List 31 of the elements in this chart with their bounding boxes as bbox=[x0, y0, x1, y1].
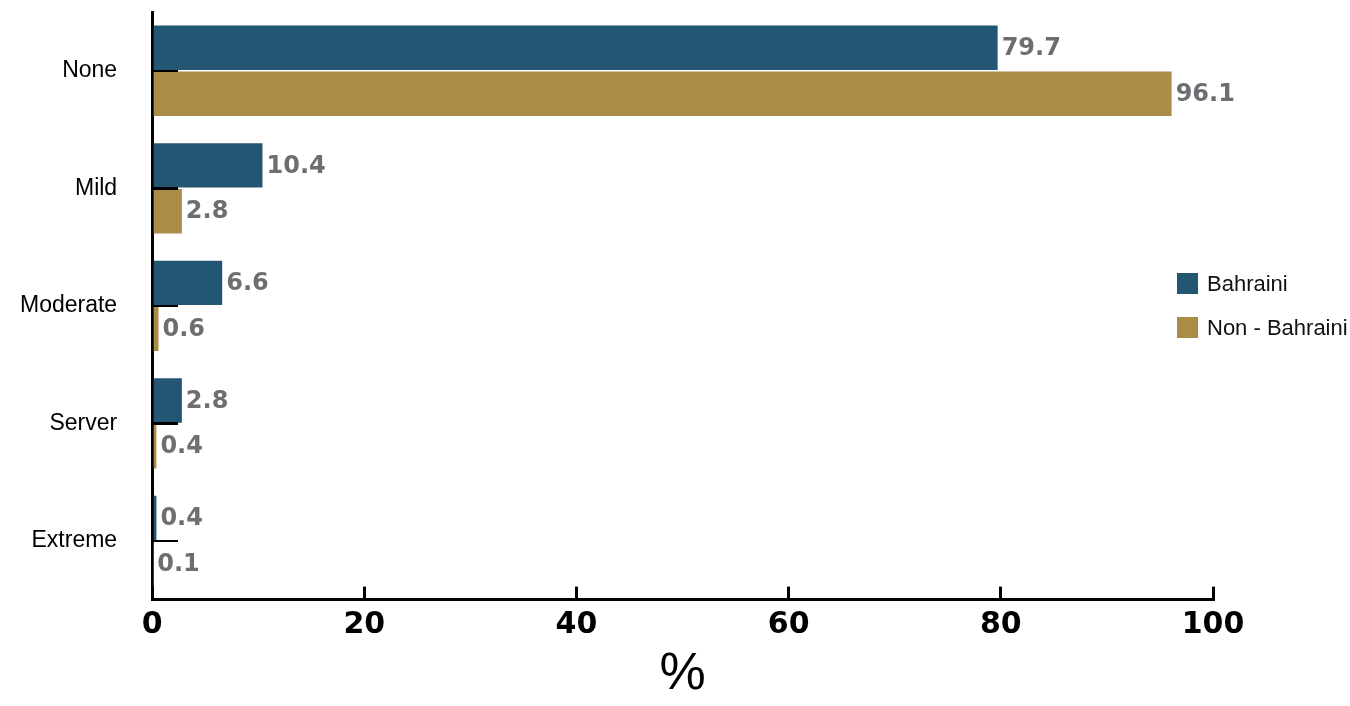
x-tick-label: 80 bbox=[979, 605, 1022, 641]
y-tick-label: None bbox=[62, 56, 118, 83]
x-tick-label: 20 bbox=[343, 605, 386, 641]
data-label: 96.1 bbox=[1175, 78, 1235, 107]
y-tick-label: Extreme bbox=[31, 526, 118, 553]
bar bbox=[153, 143, 263, 188]
x-tick-label: 60 bbox=[767, 605, 810, 641]
data-label: 0.6 bbox=[162, 313, 206, 342]
legend-label: Bahraini bbox=[1207, 270, 1288, 297]
data-label: 2.8 bbox=[185, 385, 229, 414]
bar bbox=[153, 260, 223, 306]
data-label: 10.4 bbox=[266, 150, 326, 179]
bar bbox=[153, 306, 159, 351]
y-tick-label: Server bbox=[49, 408, 118, 435]
y-tick-label: Moderate bbox=[19, 291, 118, 318]
x-tick-label: 0 bbox=[141, 605, 163, 641]
bar bbox=[153, 378, 182, 423]
x-tick-label: 40 bbox=[555, 605, 598, 641]
bar bbox=[153, 25, 998, 71]
bar bbox=[153, 71, 1172, 116]
data-label: 79.7 bbox=[1001, 33, 1061, 62]
data-label: 0.1 bbox=[157, 548, 200, 577]
x-axis-title: % bbox=[659, 642, 706, 701]
x-tick-label: 100 bbox=[1181, 605, 1245, 641]
legend-label: Non - Bahraini bbox=[1207, 314, 1348, 341]
bar bbox=[153, 188, 182, 234]
y-tick-label: Mild bbox=[74, 173, 118, 200]
data-label: 2.8 bbox=[185, 196, 229, 225]
data-label: 6.6 bbox=[226, 268, 269, 297]
data-label: 0.4 bbox=[160, 431, 203, 460]
data-label: 0.4 bbox=[160, 503, 203, 532]
